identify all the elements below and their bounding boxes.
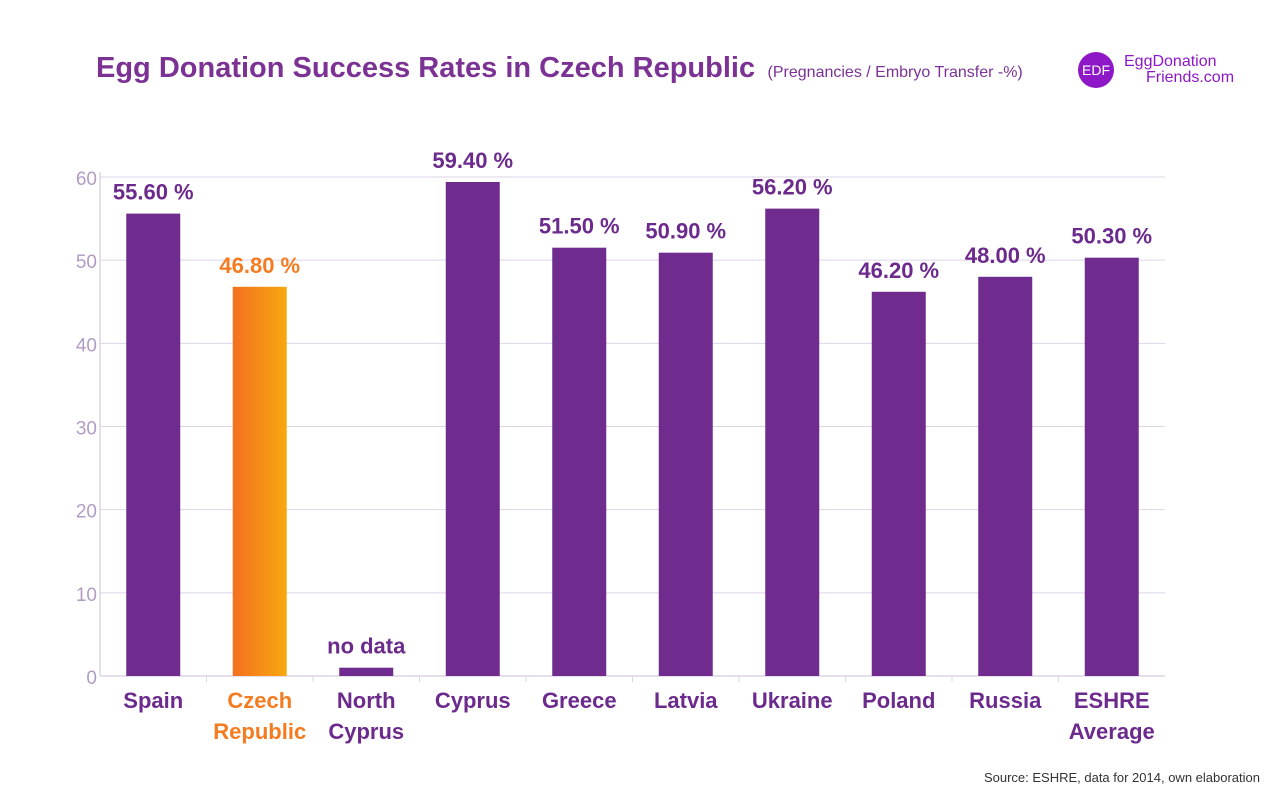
bar-value-label: no data bbox=[327, 634, 406, 659]
bar-value-label: 46.20 % bbox=[858, 258, 939, 283]
source-note: Source: ESHRE, data for 2014, own elabor… bbox=[983, 770, 1260, 785]
x-category-label: ESHRE bbox=[1074, 688, 1150, 713]
bar bbox=[552, 247, 607, 677]
x-category-label: Czech bbox=[227, 688, 292, 713]
bar bbox=[765, 208, 820, 676]
x-category-label: Average bbox=[1069, 719, 1155, 744]
x-category-label: Cyprus bbox=[435, 688, 511, 713]
logo-text-line1: EggDonation bbox=[1124, 53, 1217, 70]
bar bbox=[871, 291, 926, 676]
bar bbox=[232, 286, 287, 676]
x-category-label: Russia bbox=[969, 688, 1042, 713]
bar bbox=[126, 213, 181, 677]
y-tick-label: 50 bbox=[76, 252, 97, 273]
x-category-label: Greece bbox=[542, 688, 617, 713]
y-tick-label: 40 bbox=[76, 335, 97, 356]
bar-value-label: 59.40 % bbox=[432, 148, 513, 173]
x-category-label: North bbox=[337, 688, 396, 713]
chart-title: Egg Donation Success Rates in Czech Repu… bbox=[96, 52, 756, 84]
chart-title-group: Egg Donation Success Rates in Czech Repu… bbox=[96, 52, 1023, 85]
x-category-label: Spain bbox=[123, 688, 183, 713]
logo[interactable]: EDF EggDonation Friends.com bbox=[1078, 52, 1234, 88]
x-category-label: Cyprus bbox=[328, 719, 404, 744]
bar bbox=[339, 667, 394, 676]
bar-value-label: 55.60 % bbox=[113, 180, 194, 205]
y-tick-label: 0 bbox=[86, 668, 97, 689]
bar-value-label: 51.50 % bbox=[539, 214, 620, 239]
logo-badge-icon: EDF bbox=[1078, 52, 1114, 88]
bar bbox=[445, 181, 500, 677]
bar bbox=[658, 252, 713, 676]
bar bbox=[978, 276, 1033, 676]
logo-text: EggDonation Friends.com bbox=[1124, 54, 1234, 86]
y-tick-label: 20 bbox=[76, 502, 97, 523]
bar-value-label: 46.80 % bbox=[219, 253, 300, 278]
logo-text-line2: Friends.com bbox=[1146, 69, 1235, 86]
bar-value-label: 48.00 % bbox=[965, 243, 1046, 268]
x-category-label: Latvia bbox=[654, 688, 718, 713]
bar-value-label: 50.30 % bbox=[1071, 224, 1152, 249]
y-tick-label: 60 bbox=[76, 169, 97, 190]
bar bbox=[1084, 257, 1139, 676]
x-category-label: Poland bbox=[862, 688, 935, 713]
chart-subtitle: (Pregnancies / Embryo Transfer -%) bbox=[767, 64, 1023, 81]
bar-value-label: 56.20 % bbox=[752, 175, 833, 200]
x-category-label: Republic bbox=[213, 719, 306, 744]
bar-value-label: 50.90 % bbox=[645, 219, 726, 244]
x-category-label: Ukraine bbox=[752, 688, 833, 713]
y-tick-label: 10 bbox=[76, 585, 97, 606]
y-tick-label: 30 bbox=[76, 419, 97, 440]
